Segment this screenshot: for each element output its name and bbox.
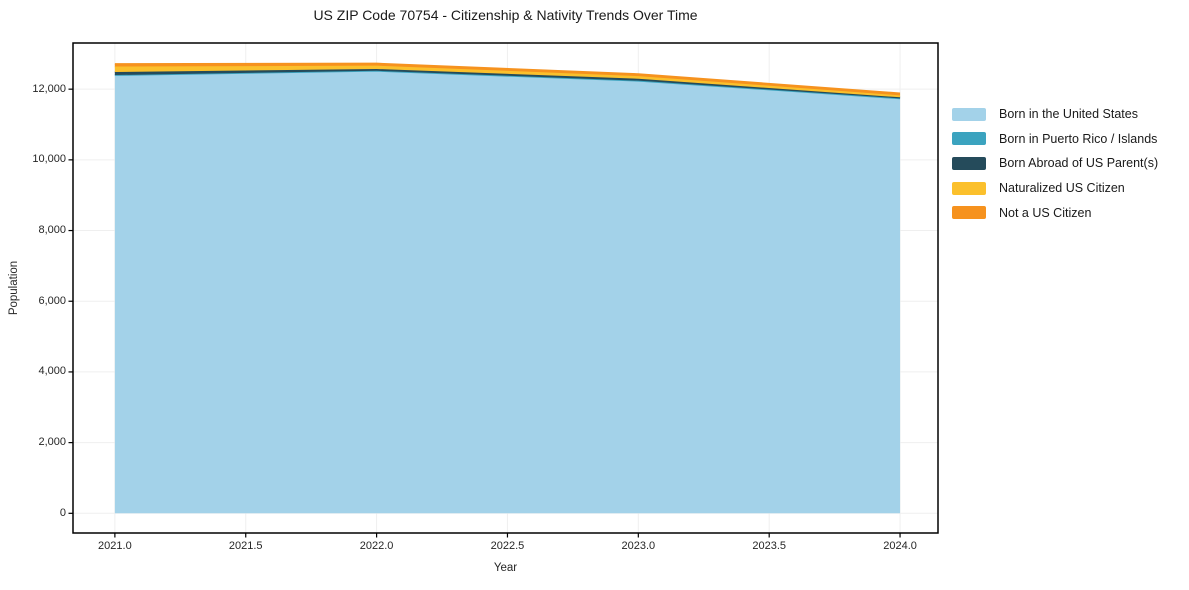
x-tick-label: 2023.0 — [621, 540, 656, 552]
x-tick-label: 2022.0 — [359, 540, 394, 552]
x-tick-label: 2021.5 — [228, 540, 263, 552]
x-tick-label: 2022.5 — [490, 540, 525, 552]
y-tick-label: 6,000 — [38, 294, 66, 307]
legend-swatch-icon — [952, 156, 986, 170]
legend-item: Not a US Citizen — [952, 200, 1158, 225]
legend-label: Born Abroad of US Parent(s) — [999, 156, 1159, 171]
x-tick-label: 2023.5 — [752, 540, 787, 552]
area-series-3 — [114, 65, 901, 98]
legend-item: Born Abroad of US Parent(s) — [952, 151, 1158, 176]
legend-label: Naturalized US Citizen — [999, 181, 1125, 196]
legend: Born in the United States Born in Puerto… — [952, 102, 1158, 225]
area-series-0 — [114, 70, 901, 514]
legend-swatch-icon — [952, 132, 986, 146]
area-series-4 — [114, 63, 901, 96]
legend-label: Born in Puerto Rico / Islands — [999, 131, 1158, 146]
legend-swatch-icon — [952, 181, 986, 195]
x-tick-label: 2024.0 — [883, 540, 917, 552]
chart-title: US ZIP Code 70754 - Citizenship & Nativi… — [313, 7, 698, 23]
legend-label: Not a US Citizen — [999, 205, 1092, 220]
y-tick-label: 4,000 — [38, 365, 66, 378]
legend-swatch-icon — [952, 206, 986, 220]
x-tick-label: 2021.0 — [98, 540, 132, 552]
legend-swatch-icon — [952, 107, 986, 121]
plot-border — [72, 42, 939, 534]
legend-item: Naturalized US Citizen — [952, 176, 1158, 201]
y-tick-label: 10,000 — [32, 153, 66, 166]
legend-item: Born in the United States — [952, 102, 1158, 127]
area-edge-4 — [114, 62, 901, 95]
legend-label: Born in the United States — [999, 107, 1138, 122]
y-tick-label: 2,000 — [38, 436, 66, 449]
y-tick-label: 12,000 — [32, 82, 66, 95]
legend-item: Born in Puerto Rico / Islands — [952, 127, 1158, 152]
y-tick-label: 8,000 — [38, 224, 66, 237]
x-axis-label: Year — [493, 562, 518, 574]
y-tick-label: 0 — [59, 506, 66, 519]
